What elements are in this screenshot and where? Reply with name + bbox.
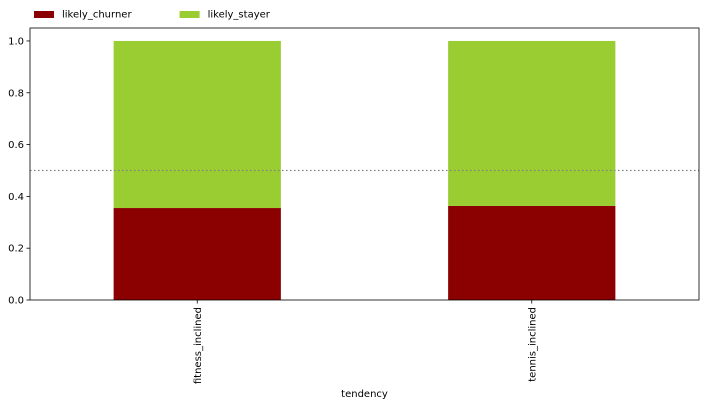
y-axis: 0.0 0.2 0.4 0.6 0.8 1.0 [8, 36, 30, 307]
bar-likely-churner-fitness-inclined [113, 208, 281, 300]
y-tick-label: 0.2 [8, 244, 24, 255]
legend-item-likely-churner: likely_churner [34, 10, 132, 21]
bar-likely-stayer-fitness-inclined [113, 40, 281, 209]
legend-label: likely_stayer [208, 10, 271, 21]
x-axis: fitness_inclined tennis_inclined [193, 300, 538, 384]
y-tick-label: 0.6 [8, 140, 24, 151]
legend-swatch [34, 11, 54, 18]
bar-likely-stayer-tennis-inclined [448, 40, 616, 206]
plot-frame [29, 27, 700, 301]
y-tick-label: 1.0 [8, 36, 24, 47]
legend: likely_churner likely_stayer [34, 10, 271, 21]
x-tick-label: fitness_inclined [193, 307, 204, 384]
y-tick-label: 0.8 [8, 88, 24, 99]
y-tick-label: 0.0 [8, 296, 24, 307]
x-axis-label: tendency [341, 389, 388, 400]
x-tick-label: tennis_inclined [527, 307, 538, 382]
legend-label: likely_churner [62, 10, 132, 21]
y-tick-label: 0.4 [8, 192, 24, 203]
legend-swatch [179, 11, 200, 18]
plot-area [29, 27, 700, 301]
legend-item-likely-stayer: likely_stayer [179, 10, 271, 21]
bar-likely-churner-tennis-inclined [448, 205, 616, 300]
